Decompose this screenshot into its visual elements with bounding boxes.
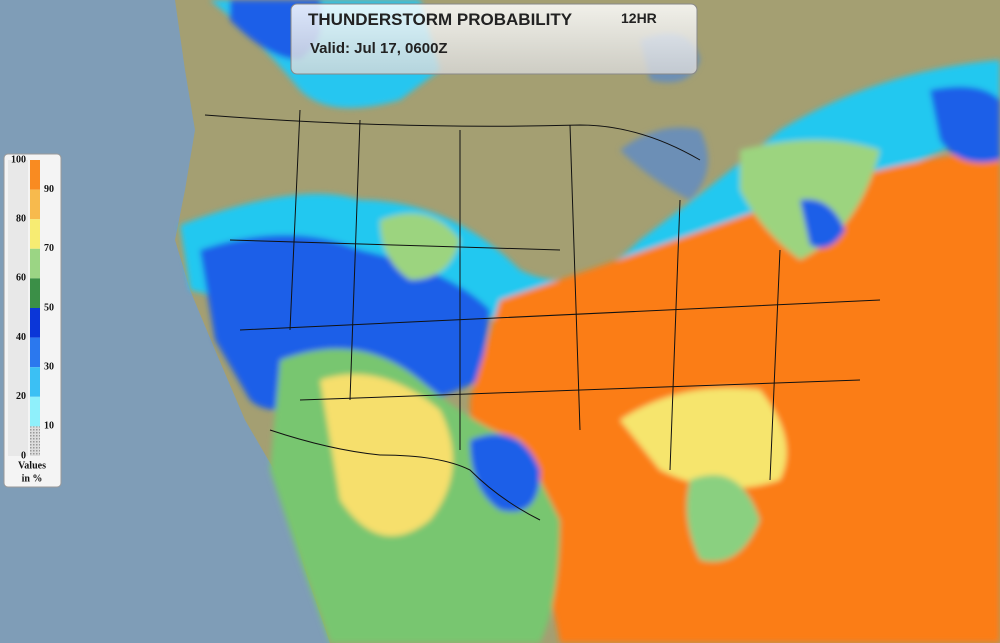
legend-swatch bbox=[30, 160, 40, 190]
period: 12HR bbox=[621, 10, 657, 26]
legend-label: 80 bbox=[16, 213, 26, 224]
legend-swatch bbox=[30, 248, 40, 279]
borders bbox=[204, 109, 881, 521]
legend-track bbox=[8, 160, 28, 456]
legend-caption: Values bbox=[18, 460, 46, 471]
legend-label: 10 bbox=[44, 421, 54, 432]
legend-swatch bbox=[30, 396, 40, 427]
legend-caption: in % bbox=[22, 473, 43, 484]
valid-time: Valid: Jul 17, 0600Z bbox=[310, 40, 448, 57]
title-box: THUNDERSTORM PROBABILITY 12HR Valid: Jul… bbox=[290, 3, 698, 75]
legend-swatch bbox=[30, 426, 40, 456]
legend-swatch bbox=[30, 189, 40, 220]
title-panel bbox=[290, 3, 698, 75]
legend-label: 50 bbox=[44, 302, 54, 313]
legend-swatch bbox=[30, 308, 40, 338]
legend-swatch bbox=[30, 367, 40, 397]
legend-label: 90 bbox=[44, 184, 54, 195]
legend-label: 0 bbox=[21, 450, 26, 461]
legend-swatch bbox=[30, 278, 40, 308]
legend-label: 60 bbox=[16, 273, 26, 284]
title: THUNDERSTORM PROBABILITY bbox=[308, 10, 573, 29]
legend-label: 30 bbox=[44, 361, 54, 372]
legend-label: 100 bbox=[11, 154, 26, 165]
legend: Values in % 100 80 60 40 20 0 90 70 50 30 10 bbox=[3, 153, 62, 488]
legend-label: 20 bbox=[16, 391, 26, 402]
legend-label: 70 bbox=[44, 243, 54, 254]
legend-label: 40 bbox=[16, 332, 26, 343]
legend-swatch bbox=[30, 219, 40, 249]
legend-swatch bbox=[30, 337, 40, 368]
